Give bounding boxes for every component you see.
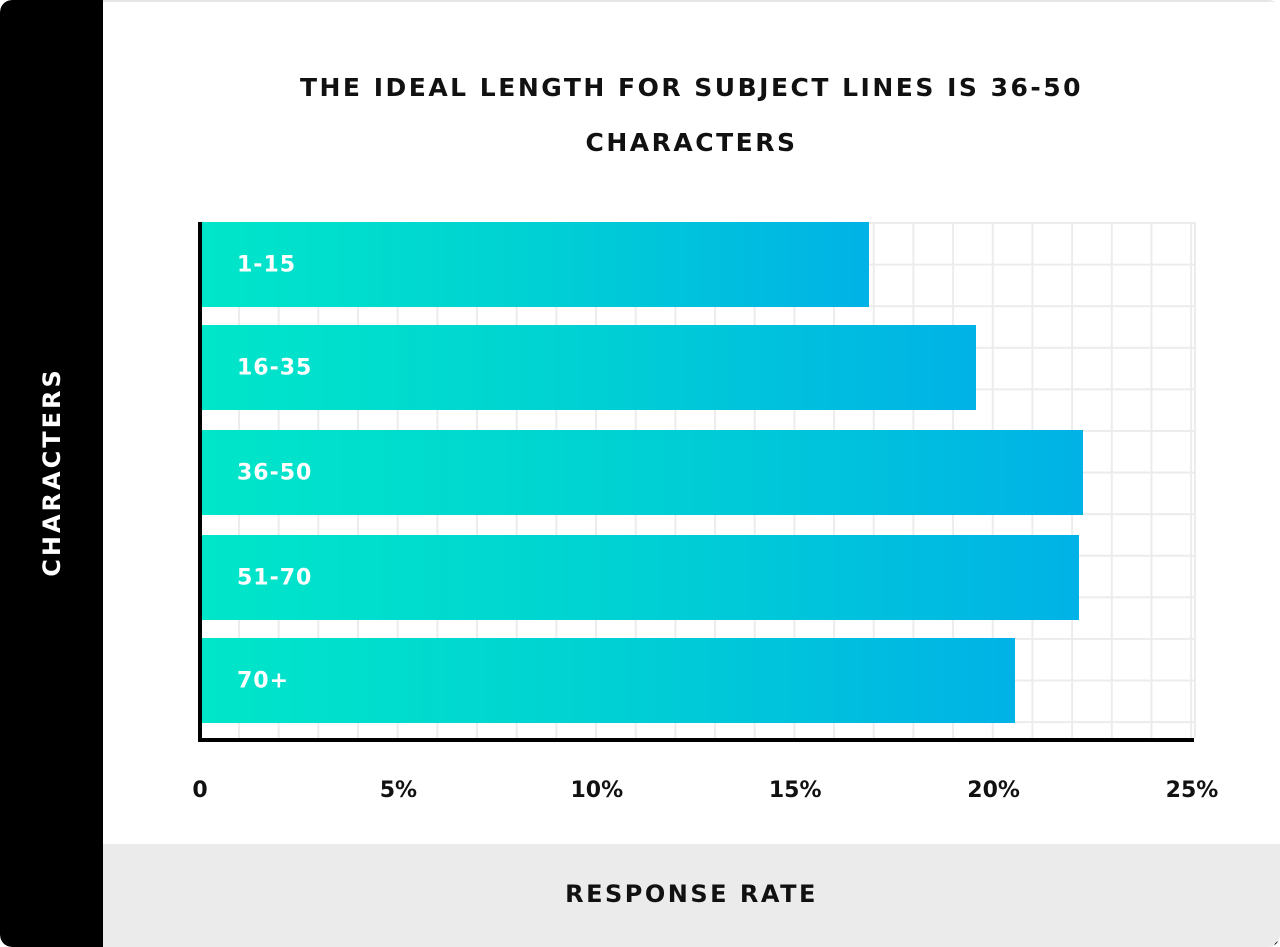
bar-label: 1-15 [237, 252, 297, 277]
y-axis-line [198, 222, 202, 742]
bar-16-35: 16-35 [202, 325, 976, 410]
top-border [0, 0, 1280, 2]
bar-70-plus: 70+ [202, 638, 1016, 723]
y-axis-label: CHARACTERS [38, 367, 66, 577]
x-axis-footer: RESPONSE RATE [103, 844, 1280, 947]
x-tick-0: 0 [192, 778, 208, 803]
x-axis-label: RESPONSE RATE [565, 880, 818, 908]
plot-area: 1-15 16-35 36-50 51-70 70+ [202, 222, 1196, 738]
bar-label: 16-35 [237, 355, 313, 380]
chart-title: THE IDEAL LENGTH FOR SUBJECT LINES IS 36… [103, 68, 1280, 163]
bar-1-15: 1-15 [202, 222, 869, 307]
chart-title-line-2: CHARACTERS [585, 128, 798, 157]
bar-label: 51-70 [237, 565, 313, 590]
bar-label: 36-50 [237, 460, 313, 485]
bar-36-50: 36-50 [202, 430, 1083, 515]
x-tick-10: 10% [570, 778, 624, 803]
chart-title-line-1: THE IDEAL LENGTH FOR SUBJECT LINES IS 36… [299, 73, 1084, 102]
x-axis-line [198, 738, 1194, 742]
x-tick-20: 20% [967, 778, 1020, 803]
x-tick-25: 25% [1165, 778, 1219, 803]
bar-label: 70+ [237, 668, 290, 693]
y-axis-panel: CHARACTERS [0, 0, 103, 947]
bar-51-70: 51-70 [202, 535, 1079, 620]
corner-decoration [1274, 941, 1280, 947]
x-tick-5: 5% [379, 778, 418, 803]
x-tick-15: 15% [768, 778, 822, 803]
